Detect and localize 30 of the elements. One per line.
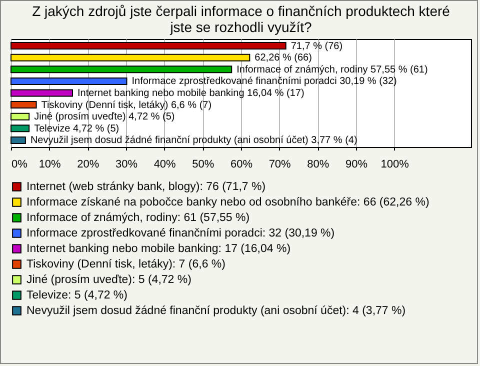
data-label: Jiné (prosím uveďte) 4,72 % (5): [34, 112, 175, 123]
legend-label: Informace získané na pobočce banky nebo od osobního bankéře: 66 (62,26 %): [26, 196, 430, 208]
x-tick-label: 50%: [192, 158, 214, 170]
legend-label: Nevyužil jsem dosud žádné finanční produkty (ani osobní účet): 4 (3,77 %): [26, 304, 406, 317]
data-label: 71,7 % (76): [290, 40, 343, 52]
data-label: Tiskoviny (Denní tisk, letáky) 6,6 % (7): [41, 100, 212, 111]
x-tick-label: 90%: [345, 158, 368, 170]
x-tick-label: 0%: [12, 158, 28, 170]
x-tick-label: 100%: [380, 158, 410, 170]
x-tick-label: 80%: [307, 158, 330, 170]
legend-label: Tiskoviny (Denní tisk, letáky): 7 (6,6 %): [26, 258, 226, 270]
legend-label: Internet (web stránky bank, blogy): 76 (71,7 %): [26, 180, 266, 193]
x-tick-label: 60%: [230, 158, 253, 170]
x-tick-label: 20%: [77, 158, 100, 170]
data-label: Informace zprostředkované finančními poradci 30,19 % (32): [132, 76, 397, 88]
data-label: Informace of známých, rodiny 57,55 % (61): [236, 64, 428, 76]
data-label: 62,26 % (66): [254, 52, 312, 64]
legend-label: Informace zprostředkované finančními poradci: 32 (30,19 %): [26, 227, 335, 240]
x-tick-label: 70%: [268, 158, 292, 170]
legend-label: Internet banking nebo mobile banking: 17 (16,04 %): [26, 242, 291, 255]
legend-label: Jiné (prosím uveďte): 5 (4,72 %): [26, 274, 192, 286]
x-tick-label: 40%: [154, 158, 176, 170]
data-label: Televize 4,72 % (5): [34, 123, 120, 134]
legend-label: Informace of známých, rodiny: 61 (57,55 %): [26, 212, 250, 224]
x-tick-label: 30%: [115, 158, 138, 170]
legend-label: Televize: 5 (4,72 %): [26, 289, 128, 302]
chart-title: Z jakých zdrojů jste čerpali informace o finančních produktech které jste se rozhodli využít?: [32, 3, 450, 35]
data-label: Nevyužil jsem dosud žádné finanční produkty (ani osobní účet) 3,77 % (4): [30, 135, 358, 146]
data-label: Internet banking nebo mobile banking 16,04 % (17): [77, 88, 304, 99]
x-tick-label: 10%: [38, 158, 62, 170]
